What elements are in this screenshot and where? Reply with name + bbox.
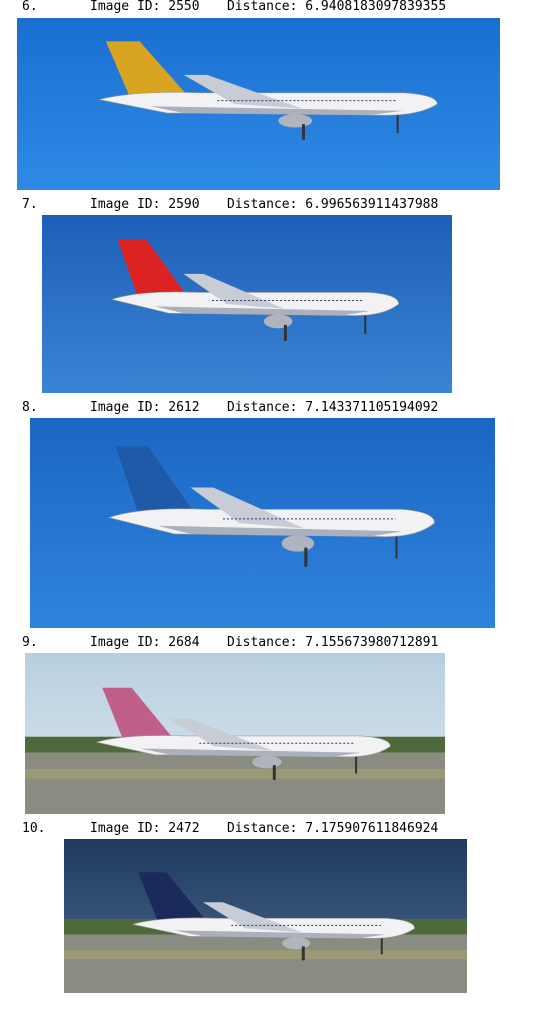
belly <box>174 930 387 939</box>
landing-gear <box>304 547 308 567</box>
result-image <box>42 215 452 393</box>
landing-gear <box>396 115 399 134</box>
tarmac <box>25 752 445 814</box>
landing-gear <box>283 324 287 342</box>
result-rank: 10. <box>22 821 46 836</box>
engine <box>281 535 315 552</box>
tail-fin <box>115 446 194 523</box>
landing-gear <box>301 946 305 961</box>
result-image <box>17 18 500 190</box>
result-rank: 6. <box>22 0 38 14</box>
belly <box>154 306 370 316</box>
landing-gear <box>380 938 383 955</box>
result-rank: 9. <box>22 635 38 650</box>
tail-fin <box>102 687 173 747</box>
wing <box>169 719 273 751</box>
distance: Distance: 7.155673980712891 <box>227 635 439 650</box>
belly <box>140 748 361 757</box>
tarmac <box>64 934 467 993</box>
engine <box>252 755 282 769</box>
engine <box>282 937 311 950</box>
grass <box>25 768 445 779</box>
landing-gear <box>355 756 358 774</box>
result-image <box>30 418 495 628</box>
distance: Distance: 6.9408183097839355 <box>227 0 447 14</box>
engine <box>278 114 313 128</box>
result-rank: 8. <box>22 400 38 415</box>
image-id: Image ID: 2684 <box>90 635 200 650</box>
image-id: Image ID: 2612 <box>90 400 200 415</box>
grass <box>64 949 467 960</box>
result-image <box>64 839 467 993</box>
distance: Distance: 7.143371105194092 <box>227 400 439 415</box>
landing-gear <box>364 315 367 335</box>
engine <box>263 314 293 329</box>
landing-gear <box>272 765 276 780</box>
wing <box>183 74 302 109</box>
image-id: Image ID: 2590 <box>90 197 200 212</box>
distance: Distance: 6.996563911437988 <box>227 197 439 212</box>
landing-gear <box>301 124 305 140</box>
image-id: Image ID: 2550 <box>90 0 200 14</box>
belly <box>157 525 402 537</box>
tail-fin <box>105 41 188 104</box>
wing <box>203 902 302 933</box>
belly <box>149 106 404 116</box>
result-rank: 7. <box>22 197 38 212</box>
landing-gear <box>395 536 398 559</box>
wing <box>190 487 305 529</box>
distance: Distance: 7.175907611846924 <box>227 821 439 836</box>
tail-fin <box>117 239 187 304</box>
image-id: Image ID: 2472 <box>90 821 200 836</box>
result-image <box>25 653 445 814</box>
wing <box>183 273 284 309</box>
